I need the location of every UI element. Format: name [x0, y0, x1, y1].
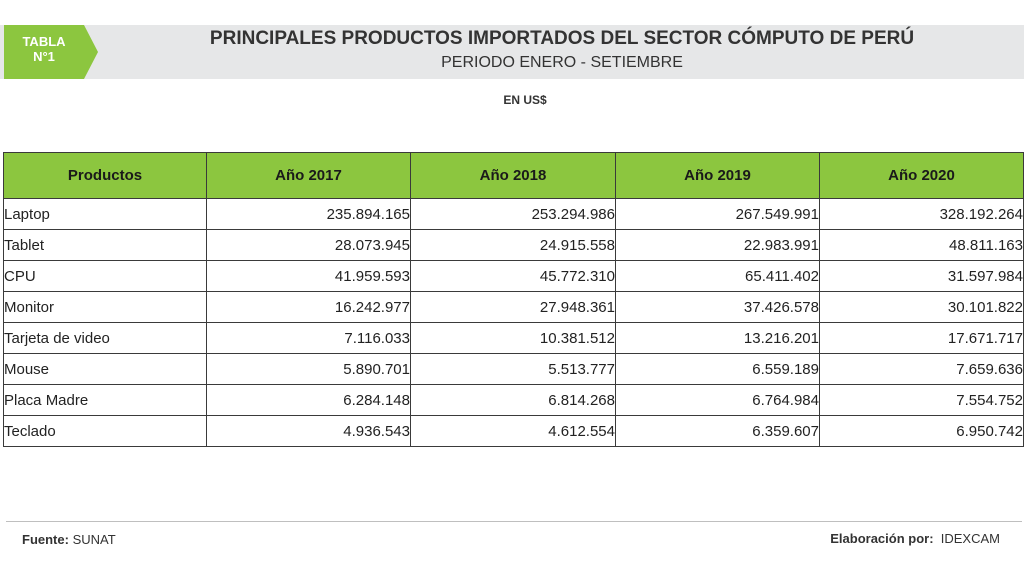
table-number-tag — [4, 25, 98, 79]
table-row: Tarjeta de video 7.116.033 10.381.512 13… — [3, 322, 1024, 354]
column-header: Año 2020 — [819, 152, 1024, 199]
footer-divider — [6, 521, 1022, 522]
value-cell: 28.073.945 — [206, 229, 411, 261]
value-cell: 253.294.986 — [410, 198, 616, 230]
table-header-row: Productos Año 2017 Año 2018 Año 2019 Año… — [3, 152, 1024, 199]
value-cell: 7.659.636 — [819, 353, 1024, 385]
product-cell: Laptop — [3, 198, 207, 230]
value-cell: 27.948.361 — [410, 291, 616, 323]
value-cell: 17.671.717 — [819, 322, 1024, 354]
tag-line-2: N°1 — [33, 49, 55, 64]
value-cell: 235.894.165 — [206, 198, 411, 230]
table-number-label: TABLA N°1 — [4, 34, 84, 64]
value-cell: 24.915.558 — [410, 229, 616, 261]
currency-units: EN US$ — [503, 93, 547, 107]
value-cell: 48.811.163 — [819, 229, 1024, 261]
value-cell: 4.612.554 — [410, 415, 616, 447]
value-cell: 16.242.977 — [206, 291, 411, 323]
table-row: Tablet 28.073.945 24.915.558 22.983.991 … — [3, 229, 1024, 261]
table-row: CPU 41.959.593 45.772.310 65.411.402 31.… — [3, 260, 1024, 292]
value-cell: 30.101.822 — [819, 291, 1024, 323]
column-header: Año 2018 — [410, 152, 616, 199]
column-header: Productos — [3, 152, 207, 199]
value-cell: 6.814.268 — [410, 384, 616, 416]
value-cell: 31.597.984 — [819, 260, 1024, 292]
value-cell: 45.772.310 — [410, 260, 616, 292]
product-cell: Tablet — [3, 229, 207, 261]
value-cell: 5.513.777 — [410, 353, 616, 385]
value-cell: 22.983.991 — [615, 229, 820, 261]
value-cell: 41.959.593 — [206, 260, 411, 292]
page-title: PRINCIPALES PRODUCTOS IMPORTADOS DEL SEC… — [209, 28, 915, 49]
table-row: Monitor 16.242.977 27.948.361 37.426.578… — [3, 291, 1024, 323]
table-row: Mouse 5.890.701 5.513.777 6.559.189 7.65… — [3, 353, 1024, 385]
value-cell: 6.284.148 — [206, 384, 411, 416]
credit-label: Elaboración por: — [830, 531, 934, 546]
source-label: Fuente: — [22, 532, 69, 547]
value-cell: 6.764.984 — [615, 384, 820, 416]
value-cell: 10.381.512 — [410, 322, 616, 354]
product-cell: Placa Madre — [3, 384, 207, 416]
table-row: Teclado 4.936.543 4.612.554 6.359.607 6.… — [3, 415, 1024, 447]
value-cell: 6.950.742 — [819, 415, 1024, 447]
value-cell: 6.359.607 — [615, 415, 820, 447]
source-note: Fuente: SUNAT — [22, 532, 116, 547]
credit-note: Elaboración por: IDEXCAM — [830, 531, 1000, 546]
product-cell: Mouse — [3, 353, 207, 385]
value-cell: 267.549.991 — [615, 198, 820, 230]
imports-table: Productos Año 2017 Año 2018 Año 2019 Año… — [3, 152, 1024, 447]
table-row: Laptop 235.894.165 253.294.986 267.549.9… — [3, 198, 1024, 230]
value-cell: 328.192.264 — [819, 198, 1024, 230]
value-cell: 65.411.402 — [615, 260, 820, 292]
value-cell: 6.559.189 — [615, 353, 820, 385]
value-cell: 37.426.578 — [615, 291, 820, 323]
product-cell: Teclado — [3, 415, 207, 447]
table-row: Placa Madre 6.284.148 6.814.268 6.764.98… — [3, 384, 1024, 416]
page-subtitle: PERIODO ENERO - SETIEMBRE — [441, 54, 683, 71]
column-header: Año 2017 — [206, 152, 411, 199]
product-cell: CPU — [3, 260, 207, 292]
header-band — [0, 25, 1024, 79]
value-cell: 4.936.543 — [206, 415, 411, 447]
value-cell: 13.216.201 — [615, 322, 820, 354]
product-cell: Monitor — [3, 291, 207, 323]
source-value: SUNAT — [72, 532, 116, 547]
tag-line-1: TABLA — [22, 34, 66, 49]
value-cell: 7.554.752 — [819, 384, 1024, 416]
value-cell: 5.890.701 — [206, 353, 411, 385]
value-cell: 7.116.033 — [206, 322, 411, 354]
credit-value: IDEXCAM — [940, 531, 1000, 546]
column-header: Año 2019 — [615, 152, 820, 199]
product-cell: Tarjeta de video — [3, 322, 207, 354]
